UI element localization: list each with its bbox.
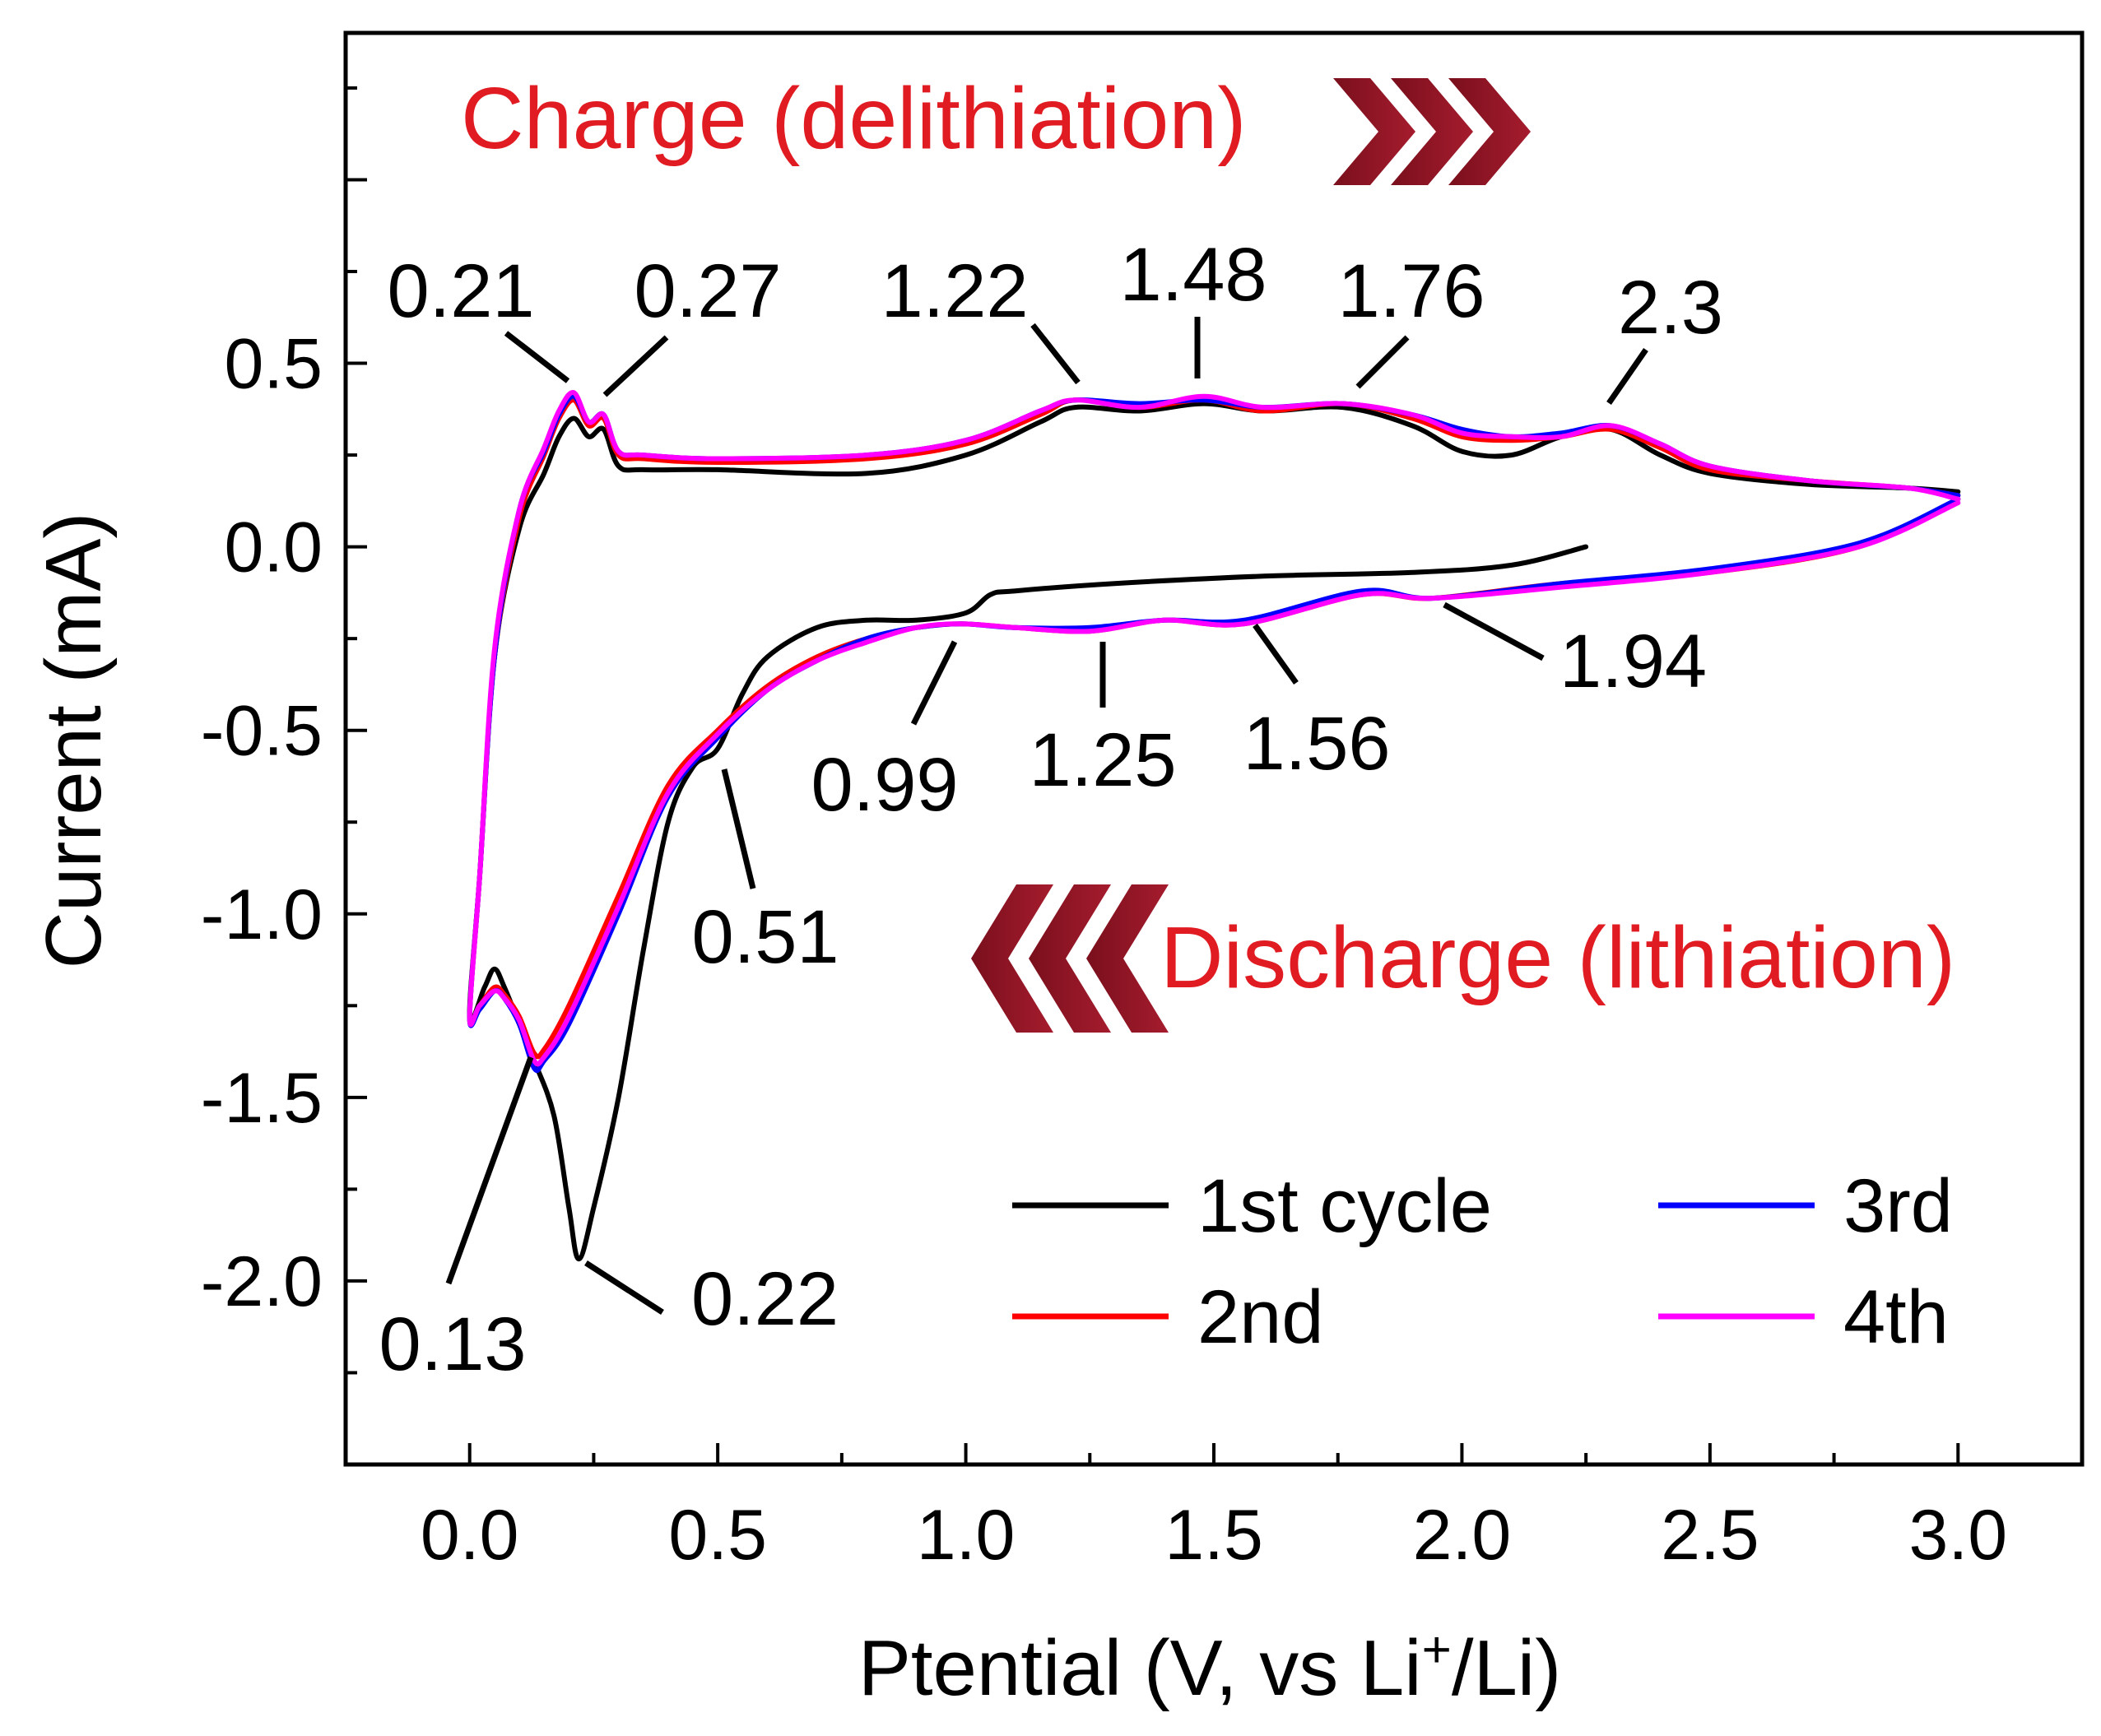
peak-leader-line (1443, 601, 1545, 661)
peak-leader-line (504, 331, 570, 383)
x-tick-label: 1.5 (1164, 1496, 1263, 1575)
peak-leader-line (721, 768, 756, 889)
legend-label: 4th (1843, 1275, 1949, 1359)
x-axis-ticks: 0.0 0.5 1.0 1.5 2.0 2.5 3.0 (344, 1443, 2084, 1575)
peak-leader-line (1253, 623, 1299, 685)
peak-label: 1.56 (1243, 702, 1390, 786)
y-tick-label: -2.0 (201, 1242, 323, 1321)
x-tick-label: 0.5 (668, 1496, 767, 1575)
peak-leader-line (1355, 335, 1410, 389)
plot-frame (343, 30, 2085, 1467)
charge-label: Charge (delithiation) (461, 70, 1247, 167)
peak-label: 0.22 (691, 1257, 839, 1341)
peak-label: 1.76 (1337, 249, 1485, 333)
legend-label: 2nd (1197, 1275, 1324, 1359)
charge-arrow-icon (1333, 78, 1531, 185)
legend-label: 1st cycle (1197, 1164, 1492, 1248)
x-tick-label: 3.0 (1909, 1496, 2008, 1575)
peak-label: 0.13 (379, 1302, 526, 1386)
peak-leader-line (445, 1056, 534, 1285)
discharge-arrow-icon (971, 884, 1169, 1033)
x-tick-label: 0.0 (421, 1496, 519, 1575)
peak-leader-line (910, 640, 958, 726)
x-tick-label: 1.0 (917, 1496, 1016, 1575)
peak-leader-line (1606, 348, 1648, 405)
peak-leader-line (1030, 323, 1081, 385)
legend: 1st cycle 2nd 3rd 4th (1012, 1164, 1953, 1359)
y-tick-label: 0.5 (224, 325, 323, 404)
peak-annotations: 0.21 0.27 1.22 1.48 1.76 2.3 0.99 1.25 1.56 1.94 0… (379, 233, 1722, 1386)
peak-label: 1.94 (1559, 620, 1707, 703)
peak-label: 0.21 (387, 249, 534, 333)
peak-label: 1.25 (1029, 718, 1176, 802)
y-tick-label: -0.5 (201, 692, 323, 771)
y-axis-ticks: 0.5 0.0 -0.5 -1.0 -1.5 -2.0 (201, 86, 367, 1466)
peak-label: 1.22 (881, 249, 1028, 333)
series-line-4 (467, 390, 1961, 1067)
peak-label: 0.51 (691, 895, 839, 979)
y-tick-label: -1.5 (201, 1059, 323, 1138)
discharge-label: Discharge (lithiation) (1160, 909, 1955, 1006)
y-axis-title: Current (mA) (30, 513, 118, 969)
y-tick-label: -1.0 (201, 875, 323, 954)
x-tick-label: 2.0 (1413, 1496, 1512, 1575)
peak-label: 0.27 (634, 249, 781, 333)
peak-label: 1.48 (1119, 233, 1267, 317)
y-tick-label: 0.0 (224, 508, 323, 587)
x-axis-title: Ptential (V, vs Li+/Li) (858, 1622, 1561, 1713)
peak-leader-line (602, 335, 669, 397)
peak-label: 2.3 (1618, 266, 1723, 350)
legend-label: 3rd (1843, 1164, 1953, 1248)
peak-label: 0.99 (811, 743, 958, 827)
series-group (467, 390, 1961, 1262)
x-tick-label: 2.5 (1661, 1496, 1759, 1575)
peak-leader-line (584, 1260, 664, 1315)
